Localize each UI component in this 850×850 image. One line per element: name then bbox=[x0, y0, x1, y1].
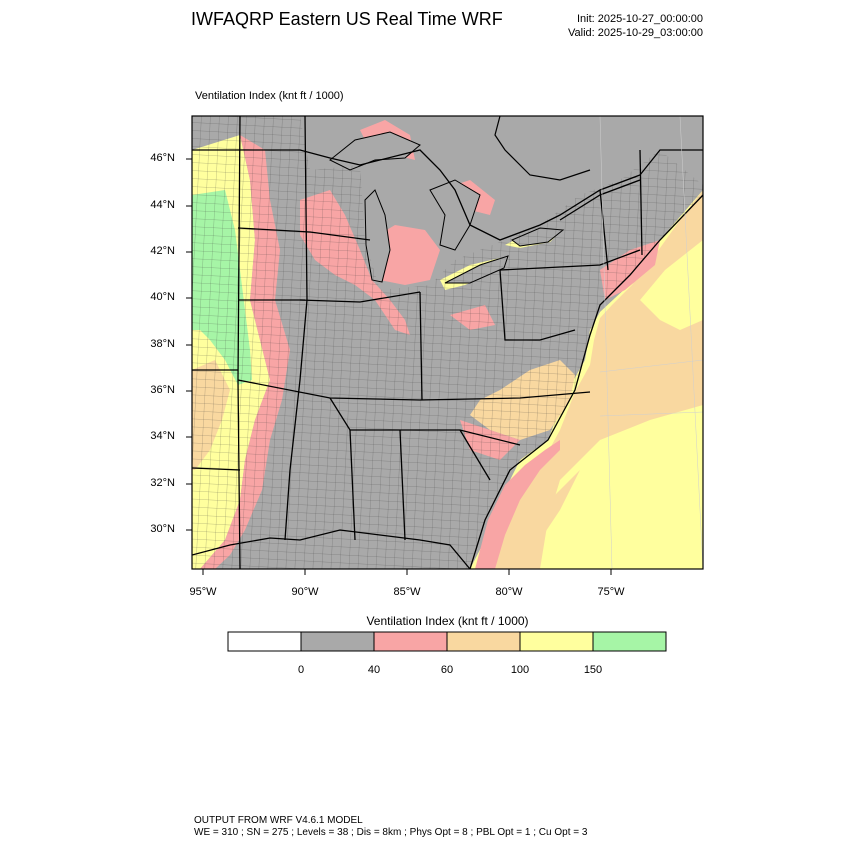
lon-label: 90°W bbox=[291, 586, 319, 598]
colorbar-bin-0 bbox=[227, 631, 302, 652]
lat-label: 36°N bbox=[150, 384, 175, 396]
valid-time: Valid: 2025-10-29_03:00:00 bbox=[568, 27, 703, 39]
init-time: Init: 2025-10-27_00:00:00 bbox=[577, 13, 703, 25]
colorbar-tick: 150 bbox=[583, 664, 603, 676]
colorbar-tick: 40 bbox=[367, 664, 381, 676]
colorbar-bin-2 bbox=[373, 631, 448, 652]
state-boundaries bbox=[192, 116, 703, 569]
canada-border bbox=[192, 149, 703, 241]
colorbar-tick: 0 bbox=[297, 664, 305, 676]
colorbar-title: Ventilation Index (knt ft / 1000) bbox=[366, 614, 529, 628]
colorbar-tick: 60 bbox=[440, 664, 454, 676]
gulf-stream-orange bbox=[505, 470, 580, 569]
field-label: Ventilation Index (knt ft / 1000) bbox=[195, 90, 344, 102]
map-frame bbox=[191, 115, 704, 570]
lat-label: 40°N bbox=[150, 291, 175, 303]
graticule bbox=[599, 116, 703, 569]
colorbar bbox=[227, 631, 667, 652]
county-mesh bbox=[192, 116, 703, 569]
plot-title: IWFAQRP Eastern US Real Time WRF bbox=[191, 9, 503, 29]
atlantic-pink-band bbox=[475, 440, 560, 569]
model-info-line2: WE = 310 ; SN = 275 ; Levels = 38 ; Dis … bbox=[194, 827, 588, 838]
lat-label: 38°N bbox=[150, 338, 175, 350]
hudson-bay-coast bbox=[494, 116, 591, 181]
lat-label: 30°N bbox=[150, 523, 175, 535]
lat-label: 42°N bbox=[150, 245, 175, 257]
colorbar-bin-1 bbox=[300, 631, 375, 652]
colorbar-bin-5 bbox=[592, 631, 667, 652]
model-info-line1: OUTPUT FROM WRF V4.6.1 MODEL bbox=[194, 815, 363, 826]
lat-label: 32°N bbox=[150, 477, 175, 489]
lat-label: 46°N bbox=[150, 152, 175, 164]
colorbar-tick: 100 bbox=[510, 664, 530, 676]
lon-label: 80°W bbox=[495, 586, 523, 598]
axis-ticks bbox=[186, 158, 612, 575]
colorbar-bin-3 bbox=[446, 631, 521, 652]
lon-label: 95°W bbox=[189, 586, 217, 598]
lon-label: 85°W bbox=[393, 586, 421, 598]
lon-label: 75°W bbox=[597, 586, 625, 598]
lat-label: 34°N bbox=[150, 430, 175, 442]
colorbar-bin-4 bbox=[519, 631, 594, 652]
lat-label: 44°N bbox=[150, 199, 175, 211]
